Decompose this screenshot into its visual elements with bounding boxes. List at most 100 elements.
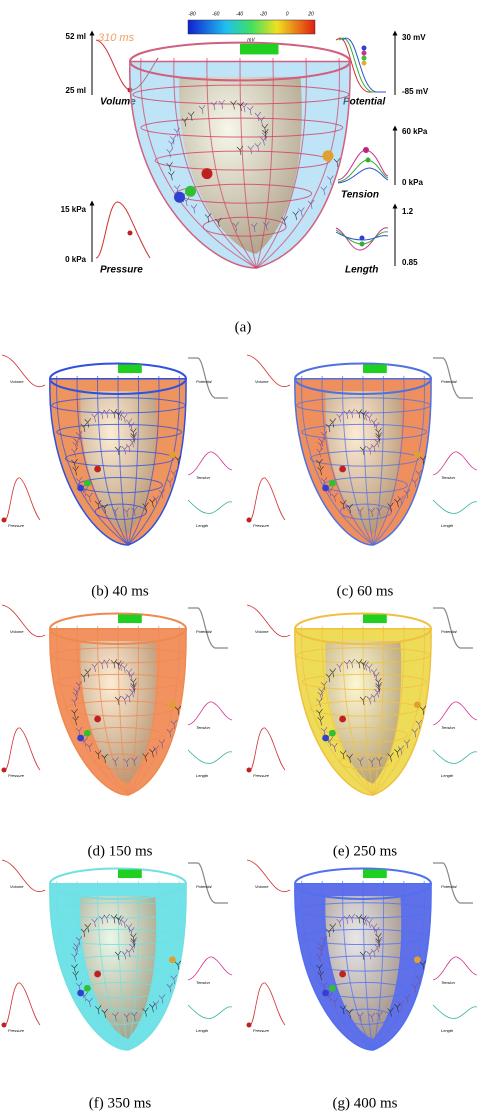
fibre: [72, 466, 79, 476]
fibre: [419, 960, 427, 970]
length-curve: [335, 231, 389, 241]
fibre: [115, 915, 122, 925]
fibre: [112, 507, 119, 517]
marker: [201, 168, 213, 180]
plot-label: Length: [441, 1028, 454, 1033]
fibre: [329, 418, 337, 428]
fibre: [86, 742, 93, 753]
time-label: 310 ms: [98, 32, 135, 44]
fibre: [152, 495, 160, 505]
plot-label: Length: [441, 773, 454, 778]
fibre: [72, 690, 79, 701]
marker: [363, 147, 369, 153]
fibre: [130, 678, 137, 688]
tension-curve: [337, 159, 389, 183]
grid-meridian: [127, 880, 140, 1051]
marker: [359, 235, 365, 241]
fibre: [368, 1012, 375, 1022]
fibre: [110, 409, 118, 419]
fibre: [387, 752, 394, 762]
fibre: [101, 1008, 108, 1018]
grid-meridian: [206, 57, 257, 269]
volume-curve: [1, 859, 46, 893]
marker: [322, 734, 329, 742]
fibre: [317, 945, 324, 956]
grid-ring: [202, 216, 287, 237]
grid-meridian: [127, 880, 180, 1051]
fibre: [339, 750, 347, 760]
grid-meridian: [372, 625, 385, 796]
fibre: [115, 410, 122, 420]
grid-meridian: [256, 57, 340, 269]
fibre: [71, 697, 78, 708]
plot-label: Volume: [255, 629, 269, 634]
fibre: [325, 422, 333, 432]
plot-label: Pressure: [8, 1028, 25, 1033]
fibre: [366, 663, 373, 673]
volume-curve: [246, 604, 291, 638]
heart-rim: [294, 867, 432, 900]
fibre: [348, 408, 355, 419]
marker: [94, 715, 101, 723]
marker: [1, 517, 7, 523]
grid-meridian: [342, 375, 374, 546]
grid-meridian: [372, 375, 405, 546]
heart-rim: [294, 362, 432, 395]
potential-label: Potential: [343, 97, 385, 108]
fibre: [376, 756, 383, 766]
fibre: [376, 506, 383, 516]
grid-meridian: [342, 880, 374, 1051]
volume-label: Volume: [100, 97, 136, 108]
fibre: [403, 739, 411, 749]
fibre: [94, 750, 102, 760]
plot-label: Potential: [441, 884, 457, 889]
potential-curve: [433, 607, 473, 649]
marker: [1, 767, 7, 773]
marker: [414, 701, 421, 709]
fibre: [125, 418, 133, 428]
fibre: [71, 708, 78, 719]
marker: [77, 734, 84, 742]
fibre: [320, 185, 328, 196]
fibre: [152, 745, 160, 755]
fibre: [355, 659, 363, 669]
fibre: [72, 716, 79, 726]
fibre: [316, 697, 323, 708]
marker: [169, 956, 176, 964]
grid-meridian: [372, 375, 425, 546]
pressure-curve: [4, 727, 41, 771]
fibre: [329, 923, 337, 933]
fibre: [73, 437, 80, 447]
fibre: [316, 952, 323, 963]
fibre: [366, 445, 373, 455]
marker: [359, 241, 365, 247]
marker: [361, 50, 367, 56]
fibre: [91, 662, 98, 673]
plot-label: Pressure: [253, 523, 270, 528]
fibre: [375, 933, 382, 943]
fibre: [121, 445, 128, 455]
valve: [363, 614, 387, 624]
plot-label: Tension: [441, 980, 456, 985]
fibre: [123, 507, 130, 517]
potential-curve: [433, 862, 473, 904]
fibre: [130, 682, 137, 692]
heart-inner: [179, 76, 302, 254]
fibre: [366, 695, 373, 705]
fibre: [307, 199, 315, 210]
plot-label: Tension: [196, 725, 211, 730]
plot-label: Tension: [196, 980, 211, 985]
fibre: [101, 753, 108, 763]
caption: (b) 40 ms: [91, 583, 149, 599]
fibre: [204, 213, 212, 223]
grid-meridian: [362, 880, 374, 1051]
colorbar-tick: -80: [188, 11, 195, 17]
fibre: [374, 688, 381, 698]
subfigure: Volume Potential Tension Pressure Length (c) …: [246, 354, 478, 599]
grid-meridian: [372, 880, 405, 1051]
fibre: [103, 913, 110, 924]
fibre: [318, 687, 325, 697]
pressure-curve: [249, 982, 286, 1026]
marker: [174, 191, 185, 203]
